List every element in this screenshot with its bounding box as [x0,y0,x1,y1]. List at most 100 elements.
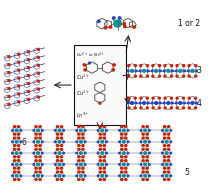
Circle shape [162,141,163,143]
Circle shape [18,93,20,95]
Circle shape [54,141,56,143]
Circle shape [15,174,18,177]
Circle shape [163,133,166,135]
Circle shape [78,179,80,180]
Circle shape [37,152,40,154]
Circle shape [35,145,37,146]
Circle shape [103,145,105,146]
Text: 6: 6 [21,138,26,147]
Circle shape [140,107,142,109]
Circle shape [61,167,63,169]
Circle shape [63,141,64,143]
Circle shape [41,141,43,143]
Circle shape [99,156,101,158]
Circle shape [142,160,144,162]
Circle shape [163,171,166,173]
Circle shape [103,179,105,180]
Circle shape [27,75,30,77]
Circle shape [146,97,148,99]
Circle shape [103,133,105,135]
Circle shape [140,175,142,177]
Circle shape [119,130,120,131]
Circle shape [39,145,41,146]
Text: $\mathit{Cu}^{2+}$: $\mathit{Cu}^{2+}$ [76,72,90,82]
Circle shape [8,88,10,89]
Circle shape [142,167,144,169]
Circle shape [131,70,134,72]
Circle shape [142,179,144,180]
Circle shape [61,137,63,139]
Circle shape [98,20,100,22]
Circle shape [122,152,125,154]
Circle shape [171,75,173,77]
Circle shape [56,145,58,146]
Circle shape [162,152,163,154]
Circle shape [84,69,87,71]
Circle shape [18,171,20,173]
Circle shape [58,129,61,132]
Circle shape [109,26,112,28]
Circle shape [134,107,136,109]
Circle shape [139,70,141,72]
Circle shape [20,141,22,143]
Circle shape [125,160,127,162]
Circle shape [99,179,101,180]
Circle shape [113,64,115,66]
Circle shape [146,171,148,173]
Circle shape [12,130,13,131]
Circle shape [84,152,86,154]
Circle shape [149,130,150,131]
Circle shape [56,148,58,150]
Circle shape [41,130,43,131]
Circle shape [144,129,147,132]
Circle shape [39,167,41,169]
Circle shape [125,126,127,128]
Circle shape [146,126,148,128]
Circle shape [56,160,58,162]
Circle shape [54,164,56,165]
Circle shape [58,140,61,143]
Circle shape [18,133,20,135]
Circle shape [122,140,125,143]
Circle shape [103,171,105,173]
Circle shape [101,174,104,177]
Circle shape [103,126,105,128]
Circle shape [82,137,84,139]
Circle shape [18,85,20,87]
Circle shape [97,152,99,154]
Circle shape [101,163,104,166]
Circle shape [196,70,197,72]
Circle shape [127,141,129,143]
Circle shape [83,64,86,66]
Circle shape [135,70,137,72]
Circle shape [103,148,105,150]
Circle shape [158,75,161,77]
Circle shape [162,164,163,165]
Circle shape [8,64,10,66]
Circle shape [127,102,129,104]
Circle shape [176,65,178,67]
Circle shape [33,175,35,177]
Circle shape [135,102,137,104]
Circle shape [82,126,84,128]
Circle shape [99,133,101,135]
Circle shape [149,152,150,154]
Circle shape [97,130,99,131]
Circle shape [79,152,82,154]
Circle shape [14,126,16,128]
Circle shape [152,107,154,109]
Bar [74,45,126,125]
Text: 3: 3 [197,66,202,75]
Circle shape [58,163,61,166]
Circle shape [146,156,148,158]
Circle shape [142,171,144,173]
Circle shape [103,137,105,139]
Circle shape [146,65,149,67]
Circle shape [168,126,170,128]
Circle shape [56,126,58,128]
Circle shape [125,148,127,150]
Circle shape [151,102,153,104]
Circle shape [76,141,78,143]
Circle shape [125,179,127,180]
Circle shape [134,97,136,99]
